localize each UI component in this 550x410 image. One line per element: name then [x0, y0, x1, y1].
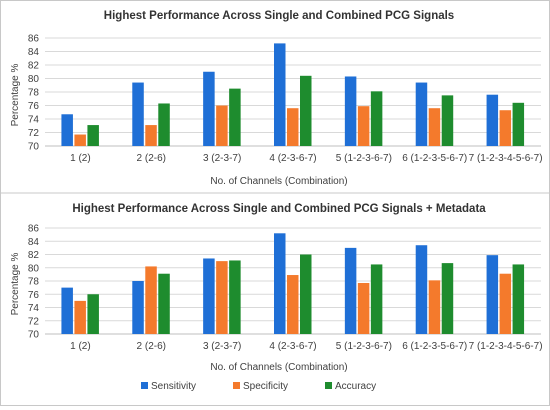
bar-sensitivity-4 [274, 43, 286, 146]
y-tick-label: 76 [28, 290, 40, 301]
y-tick-label: 70 [28, 142, 40, 153]
bar-sensitivity-2 [132, 281, 144, 334]
bar-accuracy-3 [229, 260, 241, 334]
x-tick-label: 2 (2-6) [137, 341, 166, 352]
x-tick-label: 6 (1-2-3-5-6-7) [402, 341, 467, 352]
chart-panel-signals-metadata: Highest Performance Across Single and Co… [10, 203, 543, 392]
bar-accuracy-5 [370, 264, 383, 334]
y-axis-label: Percentage % [10, 252, 21, 315]
bar-specificity-7 [499, 273, 512, 334]
bar-specificity-6 [428, 280, 441, 334]
y-tick-label: 82 [28, 250, 40, 261]
bar-accuracy-4 [300, 254, 312, 334]
y-tick-label: 78 [28, 88, 40, 99]
chart-title: Highest Performance Across Single and Co… [104, 10, 454, 22]
bar-accuracy-2 [158, 273, 170, 334]
bar-sensitivity-5 [344, 76, 357, 146]
y-tick-label: 82 [28, 61, 40, 72]
bar-accuracy-1 [87, 294, 99, 334]
bar-sensitivity-7 [486, 255, 499, 334]
legend-label-specificity: Specificity [243, 381, 288, 392]
x-tick-label: 2 (2-6) [137, 153, 166, 164]
x-tick-label: 7 (1-2-3-4-5-6-7) [469, 153, 543, 164]
legend-swatch-specificity [233, 382, 240, 389]
x-tick-label: 1 (2) [70, 153, 91, 164]
bar-accuracy-3 [229, 88, 241, 146]
bar-accuracy-4 [300, 75, 312, 146]
x-tick-label: 3 (2-3-7) [203, 153, 241, 164]
x-tick-label: 4 (2-3-6-7) [269, 153, 316, 164]
bar-accuracy-7 [512, 264, 525, 334]
bar-sensitivity-1 [61, 114, 73, 146]
y-tick-label: 78 [28, 277, 40, 288]
legend-swatch-sensitivity [141, 382, 148, 389]
bar-accuracy-6 [441, 263, 454, 334]
y-tick-label: 80 [28, 263, 40, 274]
x-tick-label: 7 (1-2-3-4-5-6-7) [469, 341, 543, 352]
bar-accuracy-5 [370, 91, 383, 146]
chart-panel-signals: Highest Performance Across Single and Co… [10, 10, 543, 187]
bar-accuracy-1 [87, 125, 99, 146]
y-axis-label: Percentage % [10, 63, 21, 126]
x-axis-label: No. of Channels (Combination) [210, 362, 347, 373]
x-tick-label: 1 (2) [70, 341, 91, 352]
bar-sensitivity-4 [274, 233, 286, 334]
x-tick-label: 3 (2-3-7) [203, 341, 241, 352]
bar-accuracy-6 [441, 95, 454, 146]
bar-specificity-6 [428, 108, 441, 146]
bar-sensitivity-2 [132, 82, 144, 146]
bar-sensitivity-5 [344, 247, 357, 334]
bar-specificity-1 [74, 300, 86, 334]
bar-sensitivity-3 [203, 258, 215, 334]
bar-sensitivity-7 [486, 94, 499, 146]
y-tick-label: 86 [28, 224, 40, 235]
y-tick-label: 80 [28, 74, 40, 85]
bar-sensitivity-6 [415, 82, 428, 146]
bar-accuracy-7 [512, 102, 525, 146]
bar-specificity-1 [74, 134, 86, 146]
y-tick-label: 72 [28, 316, 40, 327]
y-tick-label: 76 [28, 101, 40, 112]
bar-specificity-3 [216, 105, 228, 146]
y-tick-label: 84 [28, 237, 40, 248]
bar-specificity-5 [357, 282, 370, 334]
x-tick-label: 4 (2-3-6-7) [269, 341, 316, 352]
x-tick-label: 5 (1-2-3-6-7) [336, 153, 392, 164]
legend-label-accuracy: Accuracy [335, 381, 376, 392]
bar-sensitivity-1 [61, 287, 73, 334]
bar-specificity-3 [216, 261, 228, 334]
bar-specificity-2 [145, 125, 157, 146]
y-tick-label: 86 [28, 34, 40, 45]
bar-specificity-2 [145, 266, 157, 334]
x-tick-label: 6 (1-2-3-5-6-7) [402, 153, 467, 164]
y-tick-label: 70 [28, 330, 40, 341]
x-axis-label: No. of Channels (Combination) [210, 176, 347, 187]
bar-accuracy-2 [158, 103, 170, 146]
y-tick-label: 84 [28, 47, 40, 58]
bar-specificity-7 [499, 110, 512, 146]
bar-specificity-4 [287, 275, 299, 334]
y-tick-label: 72 [28, 128, 40, 139]
legend-label-sensitivity: Sensitivity [151, 381, 196, 392]
bar-sensitivity-3 [203, 71, 215, 146]
chart-title: Highest Performance Across Single and Co… [72, 203, 486, 215]
y-tick-label: 74 [28, 115, 40, 126]
bar-sensitivity-6 [415, 245, 428, 334]
legend-swatch-accuracy [325, 382, 332, 389]
y-tick-label: 74 [28, 303, 40, 314]
x-tick-label: 5 (1-2-3-6-7) [336, 341, 392, 352]
bar-specificity-4 [287, 108, 299, 146]
bar-specificity-5 [357, 106, 370, 146]
